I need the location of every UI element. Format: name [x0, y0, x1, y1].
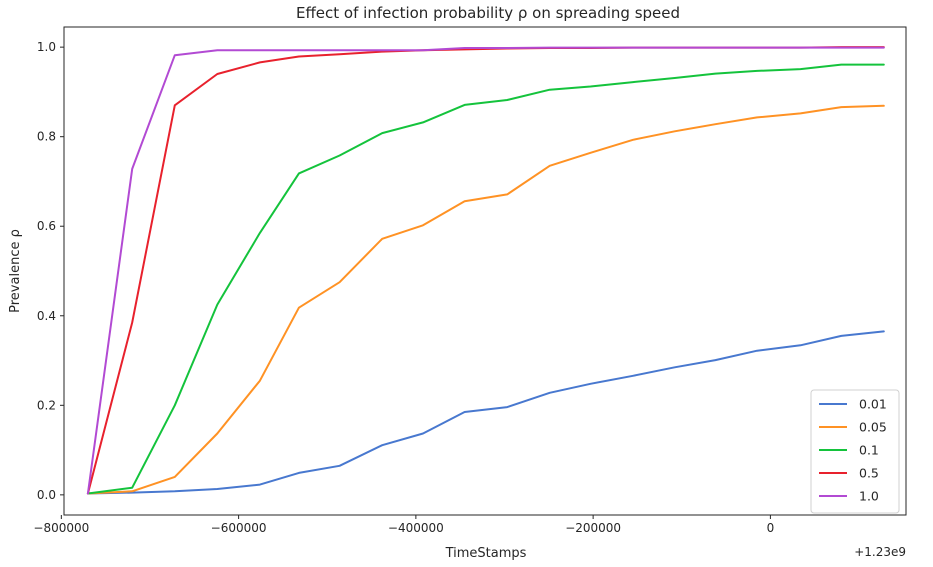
series-line-0-05 — [86, 104, 885, 495]
x-tick-label: −600000 — [211, 521, 267, 535]
x-axis-label: TimeStamps — [445, 546, 527, 561]
x-tick-label: 0 — [767, 521, 775, 535]
x-axis-offset-label: +1.23e9 — [854, 545, 906, 559]
legend-box — [810, 389, 900, 514]
legend-label: 0.05 — [859, 420, 887, 435]
x-tick-label: −400000 — [388, 521, 444, 535]
legend-label: 0.1 — [859, 443, 879, 458]
y-axis-label: Prevalence ρ — [8, 229, 23, 313]
series-line-0-01 — [86, 330, 885, 495]
x-tick-label: −200000 — [565, 521, 621, 535]
y-tick-label: 0.8 — [37, 130, 56, 144]
y-tick-label: 0.0 — [37, 488, 56, 502]
y-axis: 0.0 0.2 0.4 0.6 0.8 1.0 — [37, 40, 64, 502]
series-line-0-5 — [86, 46, 885, 495]
legend-label: 0.01 — [859, 397, 887, 412]
x-tick-label: −800000 — [33, 521, 89, 535]
y-tick-label: 0.4 — [37, 309, 56, 323]
x-axis: −800000 −600000 −400000 −200000 0 — [33, 515, 774, 535]
legend-label: 0.5 — [859, 466, 879, 481]
series-layer — [86, 46, 885, 495]
legend-label: 1.0 — [859, 489, 879, 504]
y-tick-label: 0.2 — [37, 398, 56, 412]
y-tick-label: 1.0 — [37, 40, 56, 54]
chart-title: Effect of infection probability ρ on spr… — [296, 4, 680, 22]
y-tick-label: 0.6 — [37, 219, 56, 233]
series-line-1-0 — [86, 46, 885, 495]
legend: 0.01 0.05 0.1 0.5 1.0 — [810, 389, 900, 514]
plot-frame — [63, 26, 907, 516]
series-line-0-1 — [86, 63, 885, 495]
